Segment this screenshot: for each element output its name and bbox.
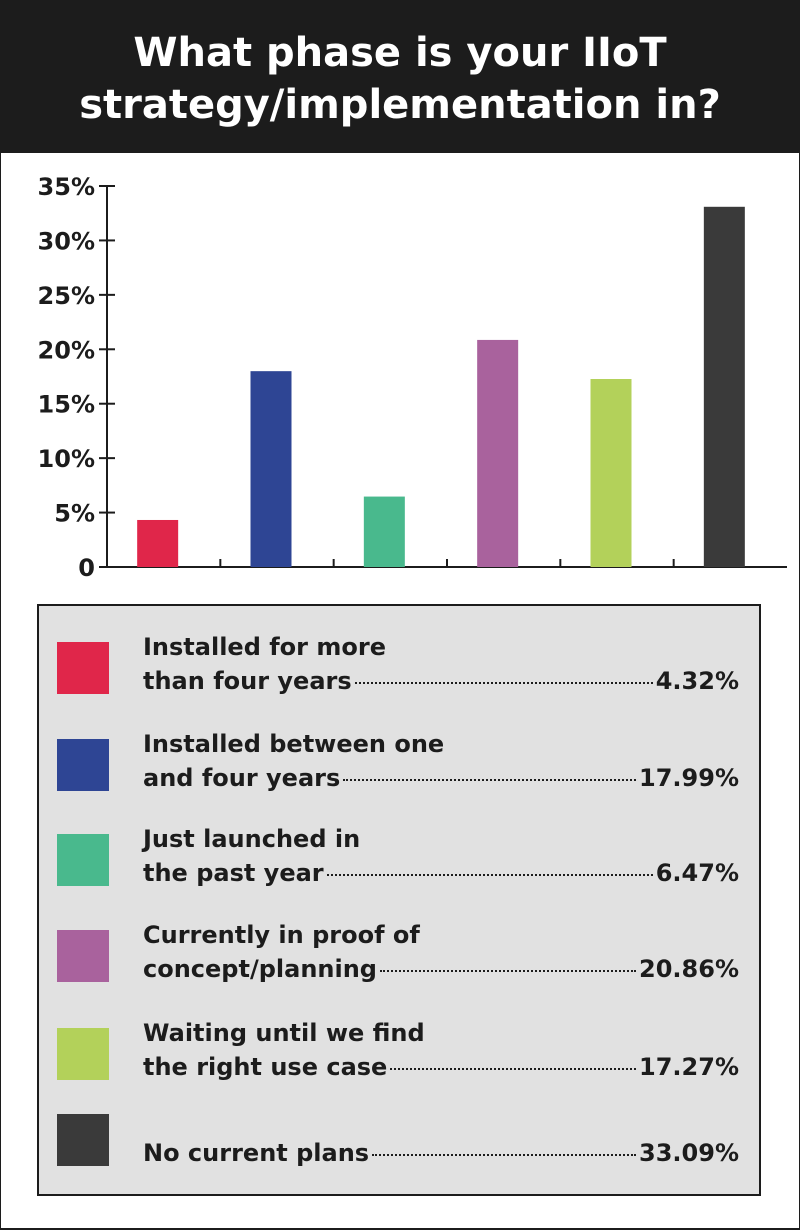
- legend-swatch: [57, 1114, 109, 1166]
- legend-swatch: [57, 930, 109, 982]
- legend-label-line: and four years 17.99%: [143, 761, 739, 795]
- legend-swatch: [57, 642, 109, 694]
- legend-label-line: No current plans 33.09%: [143, 1136, 739, 1170]
- title-banner: What phase is your IIoT strategy/impleme…: [1, 0, 799, 153]
- legend-label-text: the past year: [143, 859, 324, 887]
- dotted-leader: [354, 682, 653, 684]
- bar: [137, 519, 179, 567]
- legend-label-line: the past year 6.47%: [143, 856, 739, 890]
- bar: [363, 496, 405, 567]
- y-tick-label: 10%: [38, 445, 95, 473]
- legend-label-line: concept/planning 20.86%: [143, 952, 739, 986]
- legend-swatch: [57, 1028, 109, 1080]
- dotted-leader: [390, 1068, 637, 1070]
- bar: [250, 371, 292, 567]
- bar-chart: 0 5% 10% 15% 20% 25% 30% 35%: [38, 173, 787, 582]
- legend-label-line: Waiting until we find: [143, 1019, 425, 1047]
- y-tick-label: 20%: [38, 336, 95, 364]
- legend-label-line: Currently in proof of: [143, 921, 420, 949]
- legend-label-text: concept/planning: [143, 955, 377, 983]
- legend-box: Installed for more than four years 4.32%…: [37, 604, 761, 1196]
- legend-label-line: than four years 4.32%: [143, 664, 739, 698]
- chart-title: What phase is your IIoT strategy/impleme…: [79, 23, 721, 131]
- legend-item: Just launched in the past year 6.47%: [57, 822, 739, 894]
- legend-label-text: No current plans: [143, 1139, 370, 1167]
- legend-value: 20.86%: [639, 955, 739, 983]
- legend-value: 17.27%: [639, 1053, 739, 1081]
- legend-label: No current plans 33.09%: [143, 1102, 739, 1174]
- bar: [477, 339, 519, 567]
- chart-title-line: strategy/implementation in?: [79, 81, 721, 128]
- legend-item: Waiting until we find the right use case…: [57, 1016, 739, 1088]
- legend-item: Installed between one and four years 17.…: [57, 727, 739, 799]
- legend-value: 17.99%: [639, 764, 739, 792]
- legend-label: Waiting until we find the right use case…: [143, 1016, 739, 1088]
- legend-label-text: the right use case: [143, 1053, 388, 1081]
- legend-item: No current plans 33.09%: [57, 1102, 739, 1174]
- y-tick-label: 15%: [38, 391, 95, 419]
- legend-label: Currently in proof of concept/planning 2…: [143, 918, 739, 990]
- y-tick-label: 35%: [38, 173, 95, 201]
- legend-label-line: Just launched in: [143, 825, 361, 853]
- bar: [590, 379, 632, 567]
- legend-label-line: Installed between one: [143, 730, 445, 758]
- dotted-leader: [343, 779, 637, 781]
- legend-label-text: and four years: [143, 764, 341, 792]
- legend-label: Installed between one and four years 17.…: [143, 727, 739, 799]
- bar: [703, 206, 745, 567]
- y-tick-label: 5%: [54, 500, 95, 528]
- legend-swatch: [57, 834, 109, 886]
- legend-label: Installed for more than four years 4.32%: [143, 630, 739, 702]
- chart-title-line: What phase is your IIoT: [133, 29, 667, 76]
- y-tick-label: 25%: [38, 282, 95, 310]
- legend-value: 33.09%: [639, 1139, 739, 1167]
- legend-label: Just launched in the past year 6.47%: [143, 822, 739, 894]
- dotted-leader: [326, 874, 653, 876]
- legend-item: Installed for more than four years 4.32%: [57, 630, 739, 702]
- y-tick-label: 30%: [38, 227, 95, 255]
- legend-value: 6.47%: [655, 859, 739, 887]
- legend-label-line: the right use case 17.27%: [143, 1050, 739, 1084]
- legend-label-text: than four years: [143, 667, 352, 695]
- legend-label-line: Installed for more: [143, 633, 386, 661]
- legend-item: Currently in proof of concept/planning 2…: [57, 918, 739, 990]
- dotted-leader: [380, 970, 637, 972]
- y-tick-label: 0: [78, 554, 95, 582]
- legend-value: 4.32%: [655, 667, 739, 695]
- legend-swatch: [57, 739, 109, 791]
- dotted-leader: [372, 1154, 637, 1156]
- legend-label-line: [143, 1102, 739, 1136]
